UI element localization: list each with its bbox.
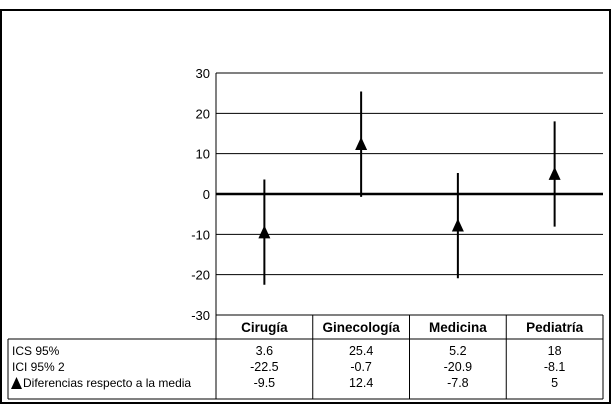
y-tick-label: -10 (191, 227, 210, 242)
table-value: -22.5 (250, 360, 279, 374)
table-value: -20.9 (444, 360, 473, 374)
table-value: -7.8 (447, 376, 469, 390)
series-label: ICI 95% 2 (12, 360, 65, 374)
category-label: Ginecología (322, 320, 400, 335)
series-label: ICS 95% (12, 344, 60, 358)
series-label: Diferencias respecto a la media (23, 376, 191, 390)
difference-marker (451, 218, 464, 232)
table-value: 18 (548, 344, 562, 358)
difference-marker (258, 225, 271, 239)
table-value: 5 (551, 376, 558, 390)
table-value: 12.4 (349, 376, 373, 390)
y-axis-ticks: 30 20 10 0 -10 -20 -30 (191, 66, 210, 323)
table-value: -9.5 (254, 376, 276, 390)
table-value: -8.1 (544, 360, 566, 374)
table-value: 25.4 (349, 344, 373, 358)
outer-frame (0, 9, 611, 404)
y-tick-label: 30 (196, 66, 210, 81)
category-label: Cirugía (241, 320, 288, 335)
y-tick-label: 10 (196, 147, 210, 162)
difference-marker (355, 136, 368, 150)
category-label: Medicina (429, 320, 487, 335)
table-value: 3.6 (256, 344, 273, 358)
y-tick-label: 20 (196, 106, 210, 121)
legend-triangle-marker (11, 377, 22, 389)
gridlines (215, 72, 603, 399)
category-label: Pediatría (526, 320, 584, 335)
y-tick-label: 0 (203, 187, 210, 202)
y-tick-label: -20 (191, 268, 210, 283)
data-table: Cirugía Ginecología Medicina Pediatría ICS 9… (7, 315, 604, 400)
data-marks (258, 91, 561, 285)
y-tick-label: -30 (191, 308, 210, 323)
table-value: -0.7 (350, 360, 372, 374)
table-value: 5.2 (449, 344, 466, 358)
difference-marker (548, 166, 561, 180)
